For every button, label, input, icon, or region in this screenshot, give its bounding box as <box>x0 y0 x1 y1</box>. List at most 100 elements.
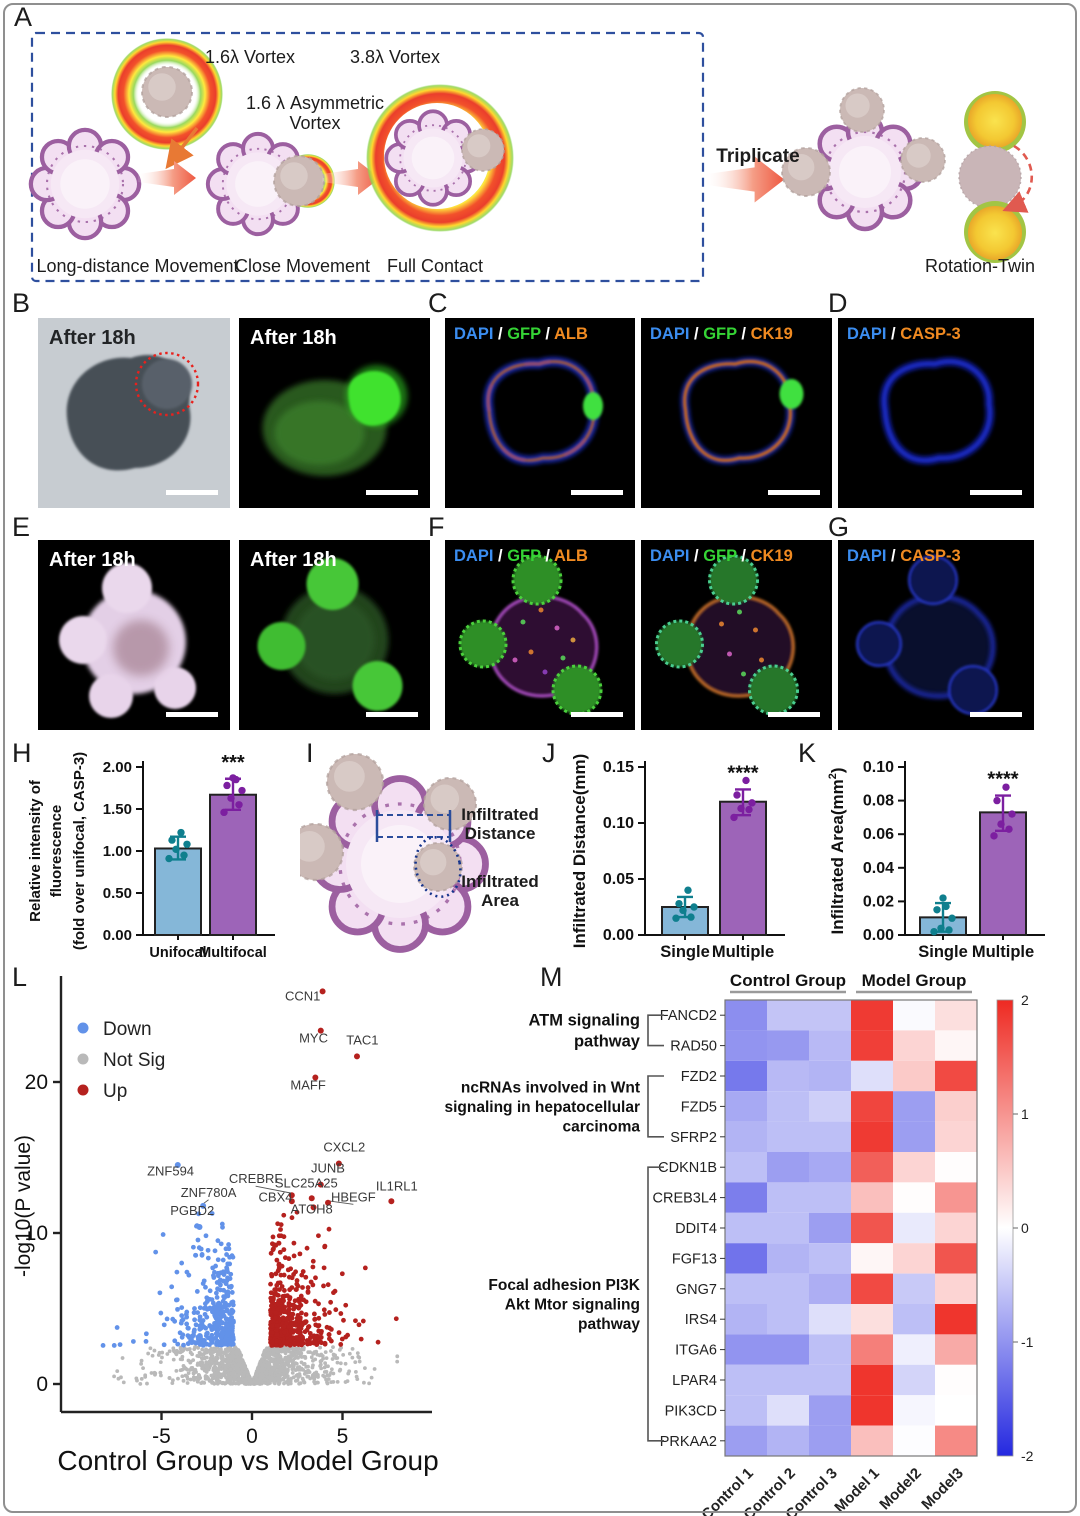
dapi-label: DAPI <box>650 547 690 565</box>
svg-text:PIK3CD: PIK3CD <box>665 1403 717 1419</box>
panel-label-b: B <box>12 288 31 318</box>
dapi-label: DAPI <box>454 325 494 343</box>
svg-text:ncRNAs involved in Wnt: ncRNAs involved in Wnt <box>461 1079 640 1096</box>
red-dotted-circle <box>134 351 200 417</box>
svg-text:Akt Mtor signaling: Akt Mtor signaling <box>505 1297 640 1314</box>
svg-text:0.10: 0.10 <box>863 759 894 776</box>
scale-bar <box>571 490 623 495</box>
if-section-art <box>483 357 603 465</box>
bar-chart-H: 0.00 0.50 1.00 1.50 2.00 Relative intensity o… <box>27 752 275 961</box>
panel-label-f: F <box>428 512 445 542</box>
dapi-label: DAPI <box>454 547 494 565</box>
svg-text:RAD50: RAD50 <box>670 1039 717 1055</box>
alb-label: ALB <box>553 325 588 343</box>
chart-infiltrated-distance: 0.00 0.05 0.10 0.15 Infiltrated Distance(mm)… <box>545 745 803 978</box>
svg-text:MYC: MYC <box>299 1031 328 1046</box>
dapi-label: DAPI <box>650 325 690 343</box>
svg-text:0: 0 <box>1021 1220 1029 1236</box>
orange-arrow <box>165 126 199 170</box>
svg-text:ATOH8: ATOH8 <box>291 1201 333 1216</box>
caption-vortex-2: 3.8λ Vortex <box>349 47 441 67</box>
svg-text:-5: -5 <box>152 1425 171 1448</box>
scale-bar <box>166 712 218 717</box>
panel-label-e: E <box>12 512 31 542</box>
timepoint-overlay: After 18h <box>49 549 136 571</box>
channel-header: DAPI / CASP-3 <box>847 325 961 343</box>
svg-text:-log10(P value): -log10(P value) <box>12 1135 35 1277</box>
svg-text:pathway: pathway <box>574 1032 641 1050</box>
rotation-arrow <box>1002 144 1034 213</box>
svg-text:1: 1 <box>1021 1106 1029 1122</box>
channel-header: DAPI / GFP / ALB <box>454 325 588 343</box>
ck19-label: CK19 <box>750 547 793 565</box>
if-section-art <box>680 357 804 465</box>
bar-chart-K: 0.00 0.02 0.04 0.06 0.08 0.10 Infiltrated Area… <box>827 759 1045 961</box>
infiltrated-distance-label-1: Infiltrated <box>461 805 539 824</box>
svg-text:(fold over unifocal, CASP-3): (fold over unifocal, CASP-3) <box>71 752 88 950</box>
channel-header: DAPI / GFP / CK19 <box>650 325 793 343</box>
scale-bar <box>970 490 1022 495</box>
multifocal-organoid-art <box>59 563 196 718</box>
svg-text:Model 1: Model 1 <box>831 1465 883 1516</box>
svg-text:0.00: 0.00 <box>863 927 894 944</box>
panel-g-casp3-image: DAPI / CASP-3 <box>838 540 1034 730</box>
dapi-label: DAPI <box>847 547 887 565</box>
svg-text:Relative intensity of: Relative intensity of <box>27 779 44 922</box>
svg-text:ITGA6: ITGA6 <box>675 1343 717 1359</box>
svg-text:SFRP2: SFRP2 <box>670 1130 717 1146</box>
chart-casp3-intensity: 0.00 0.50 1.00 1.50 2.00 Relative intensity o… <box>18 745 310 978</box>
svg-text:Focal adhesion PI3K: Focal adhesion PI3K <box>488 1277 640 1294</box>
caption-vortex-1: 1.6λ Vortex <box>204 47 296 67</box>
tumor-spheroid-2 <box>273 155 325 207</box>
caption-long-distance: Long-distance Movement <box>36 256 239 276</box>
svg-text:SLC25A25: SLC25A25 <box>275 1176 338 1191</box>
svg-text:****: **** <box>727 762 758 784</box>
heatmap-svg: FANCD2 RAD50 FZD2 FZD5 SFRP2 CDKN1B CREB3L4 DDI… <box>444 971 1033 1516</box>
svg-text:IL1RL1: IL1RL1 <box>376 1179 418 1194</box>
timepoint-overlay: After 18h <box>250 549 337 571</box>
svg-text:10: 10 <box>25 1222 48 1245</box>
organoid-long-distance <box>31 130 139 238</box>
svg-text:0: 0 <box>246 1425 258 1448</box>
svg-text:Model2: Model2 <box>876 1465 925 1514</box>
svg-text:HBEGF: HBEGF <box>331 1189 376 1204</box>
svg-text:Multifocal: Multifocal <box>199 945 267 961</box>
alb-label: ALB <box>553 547 588 565</box>
svg-text:0.00: 0.00 <box>103 927 132 944</box>
svg-text:FZD5: FZD5 <box>681 1099 717 1115</box>
svg-text:signaling in hepatocellular: signaling in hepatocellular <box>444 1099 640 1116</box>
scale-bar <box>366 712 418 717</box>
scale-bar <box>571 712 623 717</box>
if-section-art <box>458 554 603 716</box>
svg-text:carcinoma: carcinoma <box>562 1118 640 1135</box>
casp3-label: CASP-3 <box>900 547 961 565</box>
scale-bar <box>970 712 1022 717</box>
svg-text:1.50: 1.50 <box>103 801 132 818</box>
gfp-label: GFP <box>507 325 541 343</box>
svg-text:****: **** <box>987 769 1018 791</box>
svg-text:CREB3L4: CREB3L4 <box>653 1191 717 1207</box>
panel-e-gfp-image: After 18h <box>239 540 430 730</box>
svg-text:Control Group vs Model Group: Control Group vs Model Group <box>57 1445 438 1476</box>
scale-bar <box>768 712 820 717</box>
panel-label-l: L <box>12 962 28 992</box>
svg-text:0.02: 0.02 <box>863 893 894 910</box>
svg-text:CBX4: CBX4 <box>259 1189 293 1204</box>
dapi-label: DAPI <box>847 325 887 343</box>
svg-text:PGBD2: PGBD2 <box>170 1203 214 1218</box>
svg-text:Infiltrated Area(mm2): Infiltrated Area(mm2) <box>827 767 847 934</box>
tumor-spheroid-3 <box>461 128 505 172</box>
panel-b-brightfield-image: After 18h <box>38 318 230 508</box>
channel-header: DAPI / GFP / ALB <box>454 547 588 565</box>
svg-text:0.04: 0.04 <box>863 860 894 877</box>
infiltrated-area-marker <box>414 836 462 898</box>
tumor-spheroid <box>141 66 193 118</box>
bar-chart-J: 0.00 0.05 0.10 0.15 Infiltrated Distance(mm)… <box>570 754 785 961</box>
panel-a-schematic-graphic <box>0 31 1034 283</box>
caption-full-contact: Full Contact <box>386 256 484 276</box>
svg-text:Model Group: Model Group <box>862 971 967 990</box>
panel-b-gfp-image: After 18h <box>239 318 430 508</box>
channel-header: DAPI / CASP-3 <box>847 547 961 565</box>
caption-close-movement: Close Movement <box>234 256 371 276</box>
volcano-plot-svg: 0 10 20 -5 0 5 -log10(P value) Control Group vs… <box>12 976 439 1476</box>
